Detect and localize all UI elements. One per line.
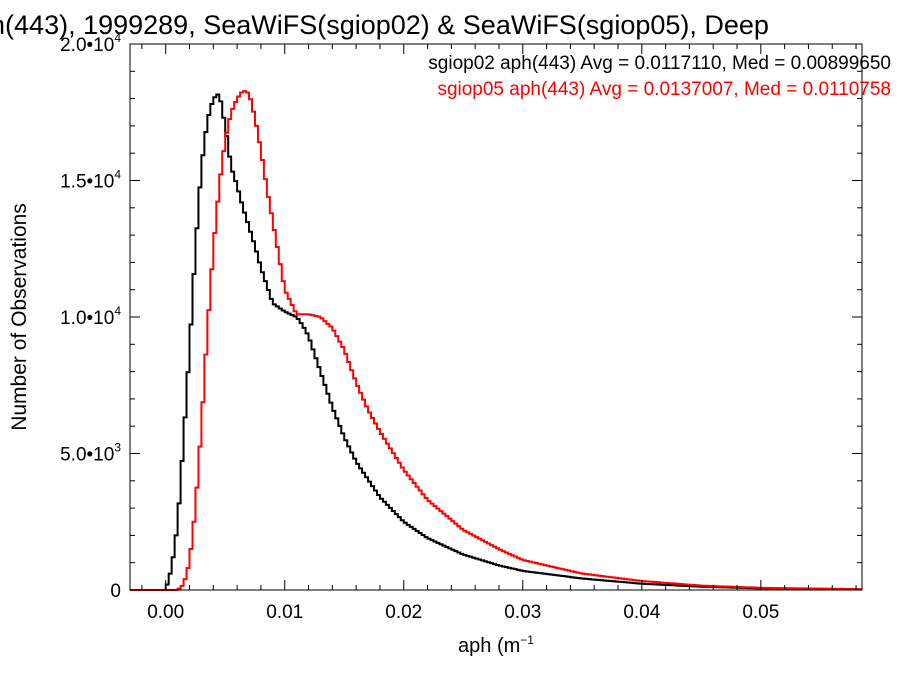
- y-tick-label: 0: [110, 581, 121, 602]
- legend: sgiop02 aph(443) Avg = 0.0117110, Med = …: [428, 53, 891, 100]
- x-tick-label: 0.03: [504, 602, 541, 623]
- series-line-1: [130, 93, 862, 591]
- series-line-2: [130, 90, 862, 591]
- legend-entry-2: sgiop05 aph(443) Avg = 0.0137007, Med = …: [437, 79, 891, 100]
- y-tick-label: 1.5•104: [60, 168, 121, 193]
- y-tick-label: 5.0•103: [60, 441, 121, 466]
- plot-frame: [129, 43, 863, 591]
- x-axis-label: aph (m−1: [458, 633, 534, 657]
- x-tick-label: 0.04: [623, 602, 660, 623]
- y-tick-label: 1.0•104: [60, 304, 121, 329]
- chart-title: aph(443), 1999289, SeaWiFS(sgiop02) & Se…: [0, 10, 769, 40]
- y-axis-label: Number of Observations: [8, 203, 31, 431]
- x-tick-label: 0.01: [266, 602, 303, 623]
- ticks-layer: 0.00 0.01 0.02 0.03 0.04 0.05 0 5.0•103 1.0•104 1…: [60, 31, 862, 623]
- legend-entry-1: sgiop02 aph(443) Avg = 0.0117110, Med = …: [428, 53, 891, 74]
- data-layer: [130, 90, 862, 591]
- y-tick-label: 2.0•104: [60, 31, 121, 56]
- x-tick-label: 0.05: [742, 602, 779, 623]
- x-tick-label: 0.00: [147, 602, 184, 623]
- x-tick-label: 0.02: [385, 602, 422, 623]
